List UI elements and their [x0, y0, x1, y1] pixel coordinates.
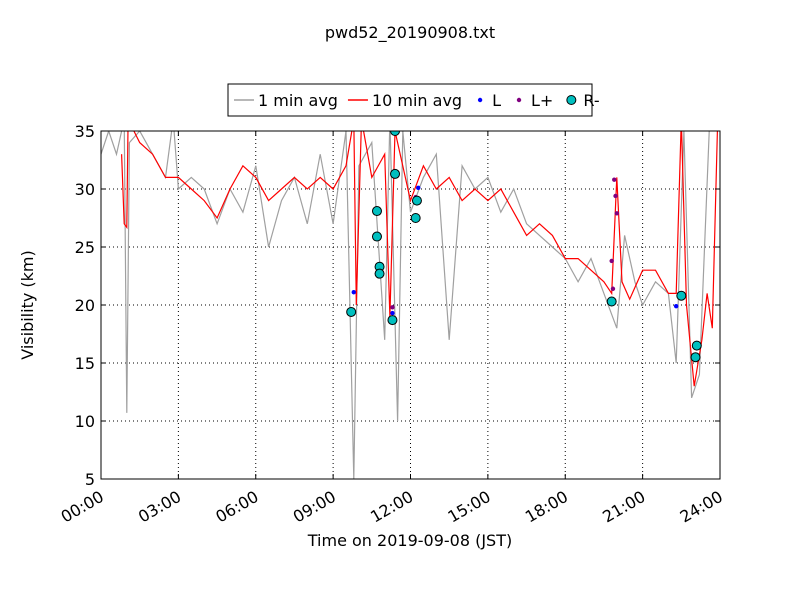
scatter-point: [606, 296, 617, 307]
scatter-point: [374, 268, 385, 279]
legend-label: L: [492, 91, 501, 110]
legend-swatch: [477, 97, 483, 103]
y-tick-label: 35: [75, 122, 95, 141]
chart-title: pwd52_20190908.txt: [325, 23, 495, 43]
x-axis-label: Time on 2019-09-08 (JST): [307, 531, 512, 550]
scatter-point: [371, 231, 382, 242]
legend-label: R-: [583, 91, 599, 110]
legend-label: 10 min avg: [372, 91, 462, 110]
scatter-point: [351, 290, 356, 295]
scatter-point: [673, 303, 679, 309]
scatter-point: [346, 306, 357, 317]
legend-box: [227, 83, 593, 117]
scatter-point: [610, 286, 616, 291]
legend: 1 min avg 10 min avg L L+ R-: [227, 83, 600, 117]
y-tick-label: 30: [75, 180, 95, 199]
scatter-point: [371, 206, 382, 217]
legend-label: L+: [531, 91, 553, 110]
scatter-point: [390, 305, 395, 310]
scatter-point: [613, 193, 618, 199]
scatter-point: [387, 315, 398, 326]
scatter-point: [416, 185, 421, 191]
legend-swatch: [516, 97, 522, 103]
legend-swatch: [566, 95, 577, 105]
scatter-point: [609, 258, 614, 264]
scatter-point: [390, 168, 401, 179]
y-tick-label: 10: [75, 412, 95, 431]
y-tick-label: 5: [85, 470, 95, 489]
plot-area: [101, 131, 720, 479]
scatter-point: [612, 177, 617, 182]
y-axis-label: Visibility (km): [18, 250, 37, 359]
scatter-point: [691, 340, 702, 351]
y-tick-label: 20: [75, 296, 95, 315]
y-tick-label: 25: [75, 238, 95, 257]
scatter-point: [411, 195, 422, 206]
legend-label: 1 min avg: [258, 91, 338, 110]
scatter-point: [614, 211, 620, 216]
line-series: [121, 131, 718, 387]
scatter-point: [390, 310, 395, 316]
scatter-point: [690, 352, 701, 363]
line-series: [101, 131, 720, 479]
scatter-point: [676, 290, 687, 301]
scatter-point: [410, 213, 421, 223]
scatter-point: [390, 131, 401, 136]
y-tick-label: 15: [75, 354, 95, 373]
